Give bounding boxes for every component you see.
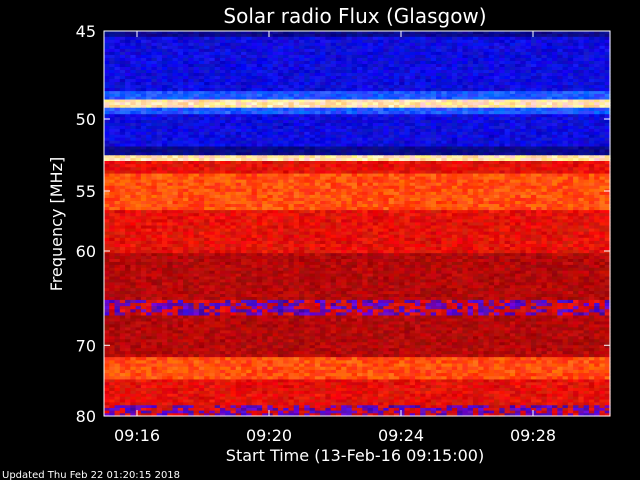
spectrum-band <box>104 299 611 317</box>
y-tick-label: 70 <box>76 336 96 355</box>
x-tick-label: 09:16 <box>114 426 160 445</box>
y-tick-label: 50 <box>76 110 96 129</box>
y-tick-label: 45 <box>76 22 96 41</box>
spectrum-band <box>104 161 611 175</box>
spectrum-band <box>104 31 611 38</box>
chart-title: Solar radio Flux (Glasgow) <box>223 4 486 28</box>
x-tick-label: 09:24 <box>378 426 424 445</box>
spectrum-band <box>104 315 611 358</box>
spectrum-band <box>104 253 611 301</box>
x-tick-label: 09:20 <box>246 426 292 445</box>
spectrum-band <box>104 91 611 101</box>
y-tick-label: 60 <box>76 242 96 261</box>
spectrum-band <box>104 146 611 156</box>
spectrum-band <box>104 155 611 162</box>
y-tick-label: 55 <box>76 182 96 201</box>
spectrum-band <box>104 99 611 109</box>
updated-timestamp: Updated Thu Feb 22 01:20:15 2018 <box>2 470 180 480</box>
plot-frame <box>103 30 611 417</box>
y-axis-label: Frequency [MHz] <box>47 157 66 291</box>
x-axis: 09:16 09:20 09:24 09:28 <box>114 31 556 445</box>
spectrum-band <box>104 405 611 417</box>
spectrum-band <box>104 114 611 148</box>
spectrum-band <box>104 36 611 92</box>
spectrum-band <box>104 210 611 254</box>
x-tick-label: 09:28 <box>510 426 556 445</box>
spectrum-band <box>104 173 611 211</box>
plot-area <box>104 31 611 417</box>
spectrum-band <box>104 357 611 381</box>
y-tick-label: 80 <box>76 407 96 426</box>
x-axis-label: Start Time (13-Feb-16 09:15:00) <box>226 446 484 465</box>
spectrum-band <box>104 379 611 406</box>
spectrum-band <box>104 107 611 115</box>
y-axis: 45 50 55 60 70 80 <box>76 22 610 426</box>
